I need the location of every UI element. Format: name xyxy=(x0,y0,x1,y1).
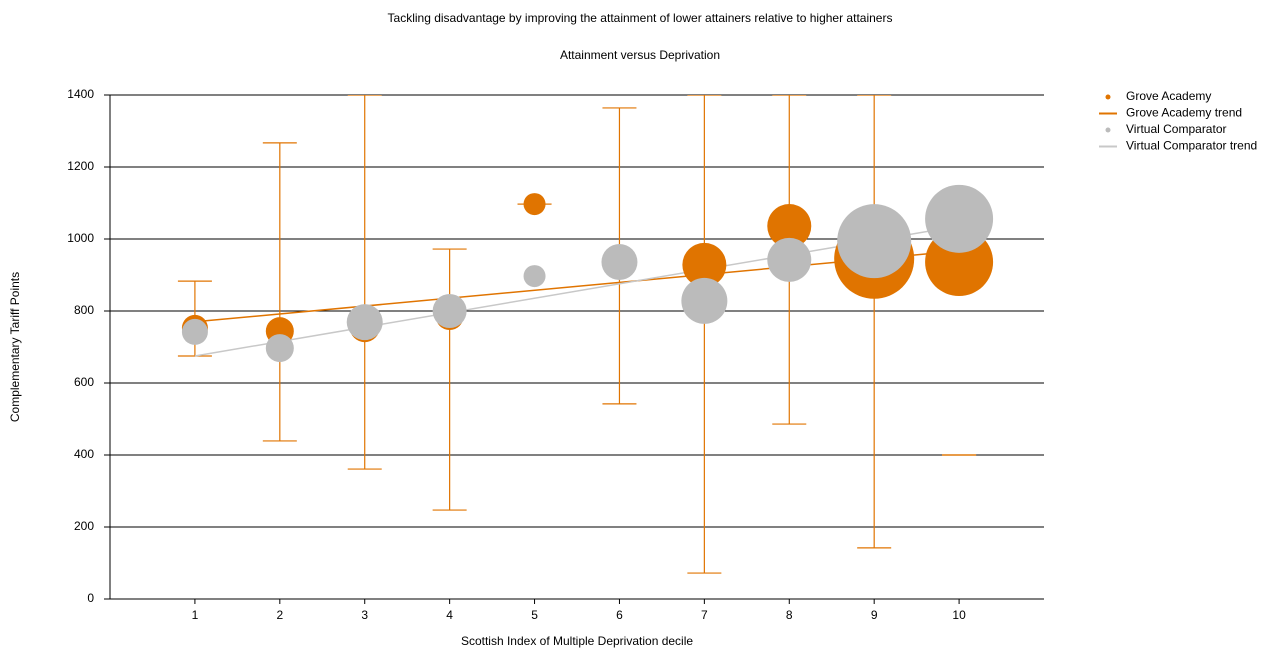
x-tick-label: 6 xyxy=(616,608,623,622)
y-tick-label: 1200 xyxy=(67,159,94,173)
trend-line xyxy=(194,250,960,323)
x-tick-label: 9 xyxy=(871,608,878,622)
legend-label: Virtual Comparator xyxy=(1126,122,1227,136)
bubbles xyxy=(181,184,994,363)
bubble xyxy=(523,265,546,288)
bubble xyxy=(767,204,812,249)
error-bar xyxy=(347,95,382,470)
bubble xyxy=(682,242,727,287)
bubble xyxy=(767,237,812,282)
bubble xyxy=(925,184,994,253)
x-tick-label: 5 xyxy=(531,608,538,622)
x-axis-label: Scottish Index of Multiple Deprivation d… xyxy=(461,634,693,648)
y-tick-label: 1000 xyxy=(67,231,94,245)
x-tick-label: 8 xyxy=(786,608,793,622)
legend-swatch xyxy=(1105,127,1111,133)
chart-subtitle: Attainment versus Deprivation xyxy=(560,48,720,62)
error-bar xyxy=(262,142,297,442)
x-tick-label: 3 xyxy=(361,608,368,622)
bubble xyxy=(265,334,294,363)
y-axis-label: Complementary Tariff Points xyxy=(8,272,22,422)
y-tick-label: 0 xyxy=(87,591,94,605)
legend-label: Grove Academy trend xyxy=(1126,106,1242,120)
bubble xyxy=(523,193,546,216)
y-tick-label: 600 xyxy=(74,375,94,389)
legend-label: Virtual Comparator trend xyxy=(1126,139,1257,153)
x-tick-label: 4 xyxy=(446,608,453,622)
bubble xyxy=(837,204,912,279)
x-tick-label: 1 xyxy=(192,608,199,622)
bubble xyxy=(181,318,208,345)
chart-title: Tackling disadvantage by improving the a… xyxy=(388,11,893,25)
error-bar xyxy=(687,95,722,574)
y-tick-label: 800 xyxy=(74,303,94,317)
legend-label: Grove Academy xyxy=(1126,89,1211,103)
bubble xyxy=(346,304,383,341)
plot-area xyxy=(177,95,977,574)
error-bar xyxy=(857,95,892,549)
x-tick-label: 10 xyxy=(952,608,966,622)
y-tick-label: 400 xyxy=(74,447,94,461)
x-tick-label: 7 xyxy=(701,608,708,622)
legend-swatch xyxy=(1105,94,1111,100)
y-tick-label: 200 xyxy=(74,519,94,533)
trend-line xyxy=(194,225,960,357)
error-bar xyxy=(432,248,467,511)
bubble xyxy=(601,244,638,281)
x-tick-label: 2 xyxy=(276,608,283,622)
bubble xyxy=(681,277,728,324)
y-tick-label: 1400 xyxy=(67,87,94,101)
bubble xyxy=(432,294,467,328)
